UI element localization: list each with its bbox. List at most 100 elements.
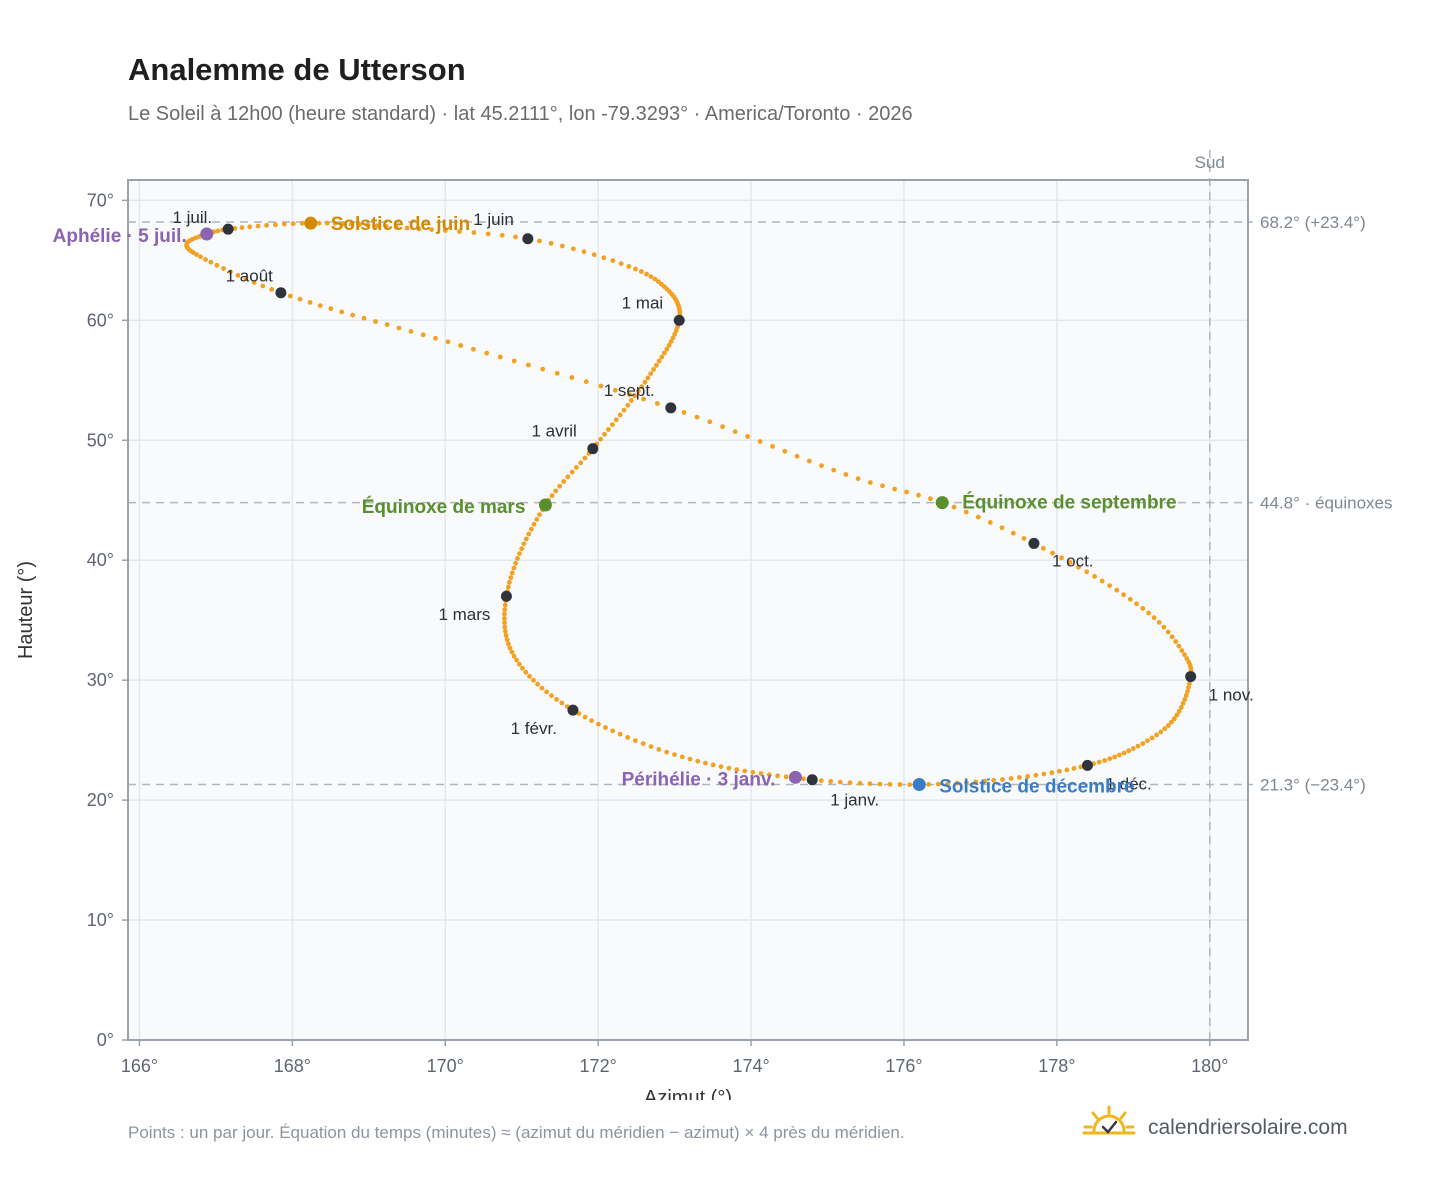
event-point	[200, 227, 214, 241]
daily-point	[1169, 634, 1175, 640]
daily-point	[361, 315, 367, 321]
daily-point	[963, 509, 969, 515]
daily-point	[317, 303, 323, 308]
daily-point	[445, 339, 451, 345]
daily-point	[819, 463, 824, 468]
daily-point	[1025, 774, 1031, 779]
daily-point	[652, 276, 658, 282]
daily-point	[513, 560, 518, 566]
daily-point	[287, 293, 293, 299]
daily-point	[666, 342, 672, 348]
daily-point	[549, 493, 555, 498]
daily-point	[1166, 723, 1171, 728]
daily-point	[506, 641, 511, 647]
daily-point	[707, 419, 713, 425]
daily-point	[718, 764, 724, 769]
y-tick-label: 60°	[87, 310, 114, 330]
daily-point	[877, 781, 883, 787]
daily-point	[281, 221, 287, 227]
month-label: 1 mai	[622, 293, 664, 312]
daily-point	[633, 266, 638, 272]
daily-point	[664, 346, 670, 352]
daily-point	[523, 669, 529, 675]
daily-point	[598, 383, 604, 389]
daily-point	[502, 616, 507, 621]
daily-point	[1161, 624, 1167, 630]
daily-point	[621, 407, 627, 413]
month-point	[806, 774, 818, 786]
daily-point	[1178, 705, 1184, 710]
daily-point	[458, 343, 463, 348]
daily-point	[1107, 756, 1113, 762]
daily-point	[935, 781, 941, 787]
daily-point	[999, 525, 1005, 531]
daily-point	[1127, 596, 1133, 602]
daily-point	[526, 531, 532, 537]
daily-point	[1186, 685, 1191, 690]
daily-point	[627, 392, 632, 398]
daily-point	[324, 220, 330, 226]
daily-point	[703, 760, 708, 766]
daily-point	[531, 677, 536, 683]
daily-point	[640, 741, 646, 746]
daily-point	[247, 224, 253, 230]
daily-point	[783, 774, 789, 780]
daily-point	[694, 414, 700, 420]
daily-point	[887, 781, 893, 787]
daily-point	[681, 410, 687, 415]
daily-point	[384, 322, 390, 328]
daily-point	[732, 429, 738, 434]
daily-point	[1064, 767, 1070, 773]
month-point	[222, 223, 234, 235]
daily-point	[801, 776, 806, 782]
daily-point	[679, 754, 685, 760]
daily-point	[668, 339, 674, 344]
daily-point	[661, 350, 667, 356]
daily-point	[897, 782, 903, 787]
x-tick-label: 180°	[1191, 1056, 1228, 1076]
event-markers: Solstice de juin Solstice de décembre Équi…	[53, 214, 1177, 797]
event-label: Aphélie · 5 juil.	[53, 226, 187, 247]
daily-point	[429, 227, 434, 233]
daily-point	[642, 379, 648, 385]
daily-point	[549, 693, 554, 699]
daily-point	[251, 280, 257, 285]
daily-point	[1169, 719, 1174, 725]
brand[interactable]: calendriersolaire.com	[1082, 1105, 1348, 1150]
daily-point	[951, 504, 957, 510]
daily-point	[511, 653, 517, 659]
daily-point	[502, 607, 508, 612]
daily-point	[519, 546, 525, 552]
daily-point	[350, 312, 356, 318]
daily-point	[591, 252, 597, 258]
daily-point	[328, 306, 334, 312]
daily-point	[603, 725, 608, 730]
daily-point	[521, 541, 527, 547]
y-axis-title: Hauteur (°)	[15, 561, 37, 659]
daily-point	[515, 556, 520, 561]
daily-point	[471, 230, 477, 236]
daily-point	[537, 238, 542, 244]
daily-point	[880, 483, 885, 489]
daily-point	[782, 448, 788, 454]
daily-point	[578, 460, 584, 466]
daily-point	[339, 309, 345, 315]
daily-point	[553, 488, 559, 494]
event-point	[912, 778, 926, 792]
daily-point	[794, 453, 800, 459]
daily-point	[243, 276, 249, 282]
daily-point	[973, 779, 979, 785]
daily-point	[559, 700, 565, 706]
daily-point	[502, 628, 508, 634]
month-label: 1 juil.	[172, 208, 212, 227]
brand-name: calendriersolaire.com	[1148, 1115, 1348, 1139]
daily-point	[582, 714, 588, 720]
daily-point	[514, 657, 519, 663]
plot-frame	[127, 179, 1249, 1041]
daily-point	[745, 434, 751, 439]
y-tick-label: 50°	[87, 430, 114, 450]
daily-point	[504, 637, 510, 643]
daily-point	[648, 274, 654, 279]
daily-point	[228, 269, 233, 275]
daily-point	[255, 223, 261, 229]
